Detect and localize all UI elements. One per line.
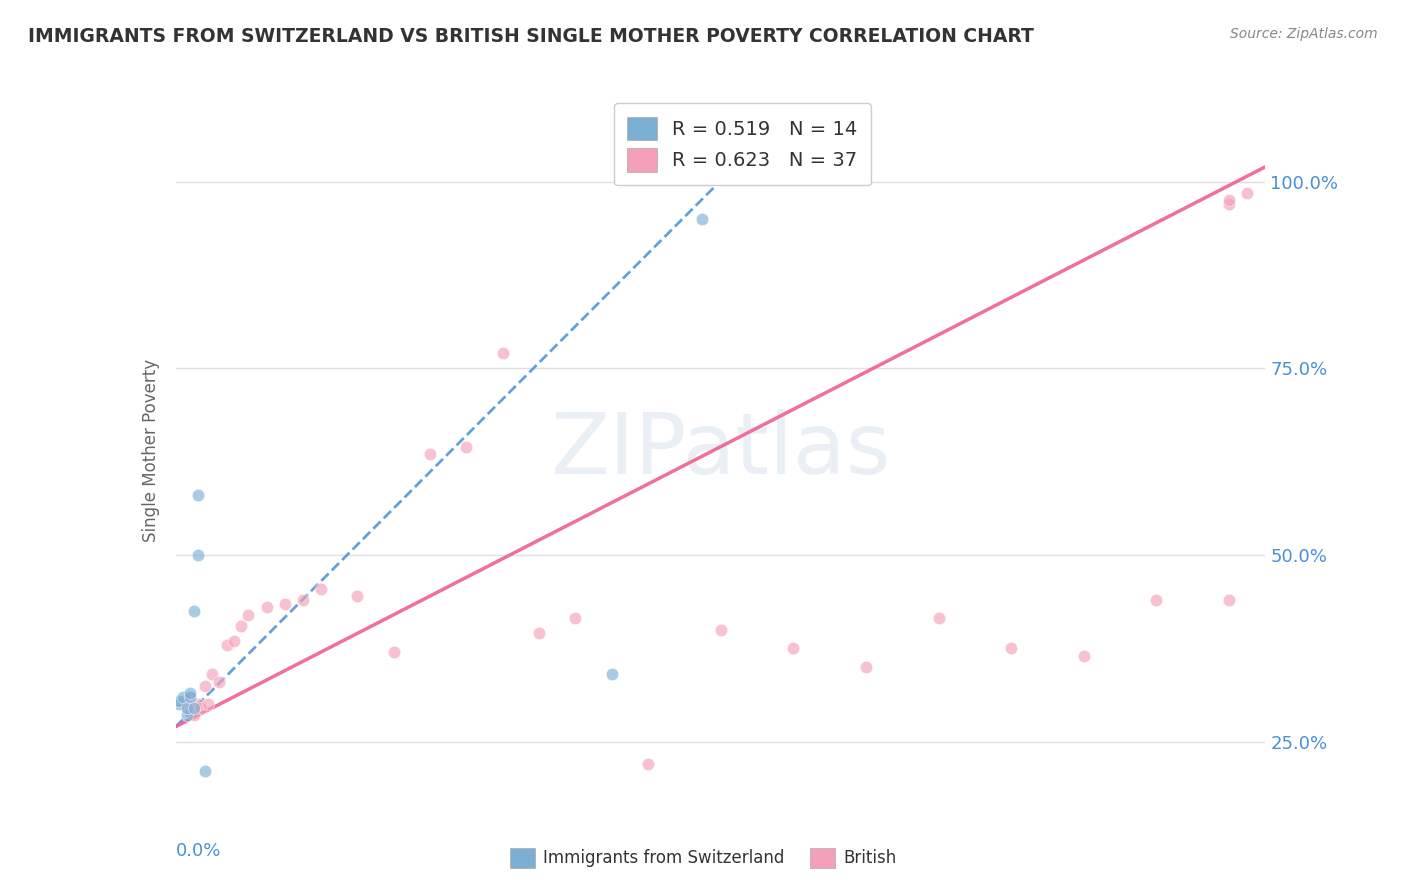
Point <box>419 447 441 461</box>
Point <box>564 611 586 625</box>
Point <box>456 440 478 454</box>
Point <box>215 638 238 652</box>
Point <box>1073 648 1095 663</box>
Point <box>186 698 209 712</box>
Point <box>172 693 194 707</box>
Point <box>179 686 201 700</box>
Point <box>346 589 368 603</box>
Point <box>176 701 198 715</box>
Point <box>190 701 212 715</box>
Point <box>186 548 209 562</box>
Point <box>637 757 659 772</box>
Point <box>1218 197 1240 211</box>
Text: Source: ZipAtlas.com: Source: ZipAtlas.com <box>1230 27 1378 41</box>
Point <box>1218 592 1240 607</box>
Point <box>855 660 877 674</box>
Point <box>183 701 205 715</box>
Point <box>492 346 515 360</box>
Text: 0.0%: 0.0% <box>176 842 221 860</box>
Point <box>1146 592 1168 607</box>
Point <box>1000 641 1022 656</box>
Point <box>208 674 231 689</box>
Point <box>169 698 191 712</box>
Point <box>1236 186 1258 200</box>
Y-axis label: Single Mother Poverty: Single Mother Poverty <box>142 359 160 542</box>
Point <box>600 667 623 681</box>
Text: ZIPatlas: ZIPatlas <box>550 409 891 492</box>
Point <box>222 633 245 648</box>
Point <box>291 592 314 607</box>
Point <box>176 701 198 715</box>
Point <box>194 679 217 693</box>
Point <box>274 597 297 611</box>
Point <box>782 641 804 656</box>
Point <box>201 667 224 681</box>
Point <box>176 708 198 723</box>
Point <box>183 604 205 618</box>
Legend: R = 0.519   N = 14, R = 0.623   N = 37: R = 0.519 N = 14, R = 0.623 N = 37 <box>614 103 870 186</box>
Point <box>527 626 550 640</box>
Point <box>238 607 260 622</box>
Point <box>186 488 209 502</box>
Point <box>231 619 253 633</box>
Point <box>928 611 950 625</box>
Legend: Immigrants from Switzerland, British: Immigrants from Switzerland, British <box>503 841 903 875</box>
Point <box>309 582 332 596</box>
Point <box>179 690 201 704</box>
Point <box>692 212 714 227</box>
Point <box>172 690 194 704</box>
Point <box>382 645 405 659</box>
Point <box>194 764 217 779</box>
Point <box>256 600 278 615</box>
Point <box>179 690 201 704</box>
Point <box>710 623 733 637</box>
Point <box>197 698 219 712</box>
Text: IMMIGRANTS FROM SWITZERLAND VS BRITISH SINGLE MOTHER POVERTY CORRELATION CHART: IMMIGRANTS FROM SWITZERLAND VS BRITISH S… <box>28 27 1033 45</box>
Point <box>1218 194 1240 208</box>
Point <box>183 708 205 723</box>
Point <box>169 693 191 707</box>
